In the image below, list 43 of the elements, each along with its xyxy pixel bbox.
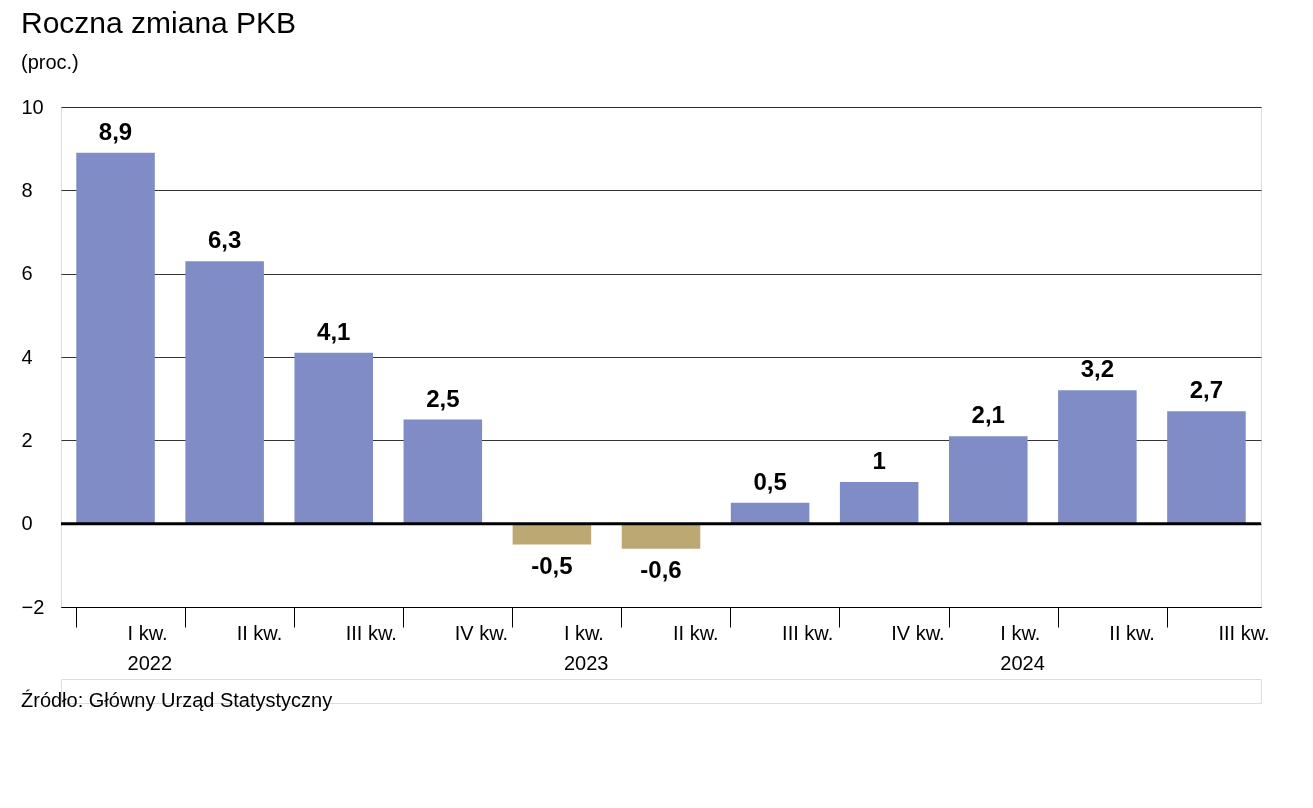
data-label: 8,9 <box>98 117 133 145</box>
y-tick-label: 10 <box>21 95 44 118</box>
x-tick-label: II kw. <box>236 621 283 644</box>
x-tick-label: I kw. 2022 <box>127 621 173 674</box>
bar <box>949 436 1028 524</box>
x-tick-label: III kw. <box>1218 621 1270 644</box>
bar <box>185 261 264 524</box>
x-tick-label: II kw. <box>673 621 719 644</box>
y-tick-label: 2 <box>21 428 33 451</box>
bar <box>512 523 592 545</box>
x-tick-label: I kw. 2023 <box>563 621 609 674</box>
chart-title: Roczna zmiana PKB <box>21 6 297 39</box>
data-label: 3,2 <box>1080 355 1115 383</box>
data-label: 2,1 <box>971 401 1005 429</box>
y-tick-label: 6 <box>21 262 33 285</box>
bar <box>730 502 810 524</box>
y-tick-label: −2 <box>21 595 45 618</box>
x-tick-label: III kw. <box>782 621 834 644</box>
bar <box>403 419 483 524</box>
chart-subtitle: (proc.) <box>21 51 79 73</box>
x-tick-label: IV kw. <box>454 621 509 644</box>
data-label: -0,5 <box>531 551 573 579</box>
data-label: 1 <box>872 447 886 474</box>
x-tick-label: II kw. <box>1109 621 1155 644</box>
x-tick-label: I kw. 2024 <box>1000 621 1045 674</box>
x-tick-label: IV kw. <box>891 621 945 644</box>
bar <box>839 482 919 524</box>
bar <box>1167 411 1246 524</box>
x-tick-label: III kw. <box>345 621 397 644</box>
bar <box>621 523 701 549</box>
data-label: 2,7 <box>1189 376 1224 404</box>
data-label: 2,5 <box>426 384 460 412</box>
y-tick-label: 8 <box>21 178 33 201</box>
data-label: 6,3 <box>207 226 242 254</box>
y-tick-label: 0 <box>21 512 33 535</box>
bar <box>1058 390 1137 524</box>
data-label: 0,5 <box>753 467 787 495</box>
data-label: -0,6 <box>640 555 682 583</box>
bar <box>294 352 373 524</box>
data-label: 4,1 <box>317 317 351 345</box>
y-tick-label: 4 <box>21 345 33 368</box>
text: Źródło: Główny Urząd Statystyczny <box>21 689 333 711</box>
bar <box>76 152 155 524</box>
